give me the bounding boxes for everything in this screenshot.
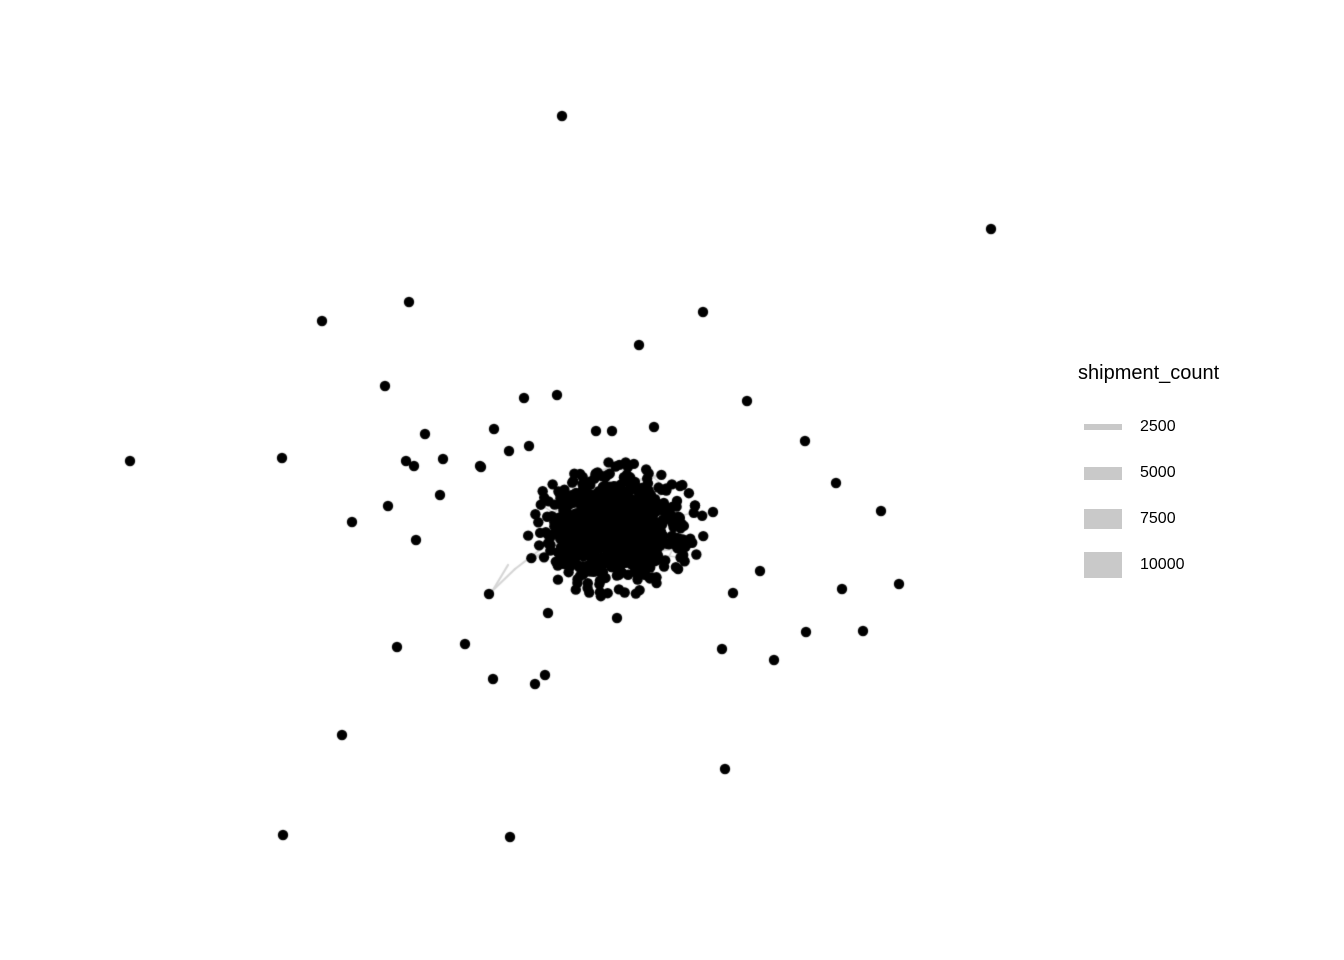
legend-key-label: 7500 <box>1140 510 1176 527</box>
legend-key-swatch <box>1084 424 1122 430</box>
legend-key-label: 5000 <box>1140 464 1176 481</box>
legend-key-swatch <box>1084 509 1122 529</box>
legend-key-label: 2500 <box>1140 418 1176 435</box>
legend-entry-2500: 2500 <box>1078 404 1219 450</box>
legend-key-swatch <box>1084 552 1122 578</box>
legend-entry-7500: 7500 <box>1078 496 1219 542</box>
legend: shipment_count 2500 5000 7500 10000 <box>1078 360 1219 588</box>
legend-key-swatch <box>1084 466 1122 480</box>
legend-entry-10000: 10000 <box>1078 542 1219 588</box>
legend-title: shipment_count <box>1078 362 1220 384</box>
legend-entry-5000: 5000 <box>1078 450 1219 496</box>
legend-key-label: 10000 <box>1140 556 1185 573</box>
legend-entries: 2500 5000 7500 10000 <box>1078 404 1219 588</box>
